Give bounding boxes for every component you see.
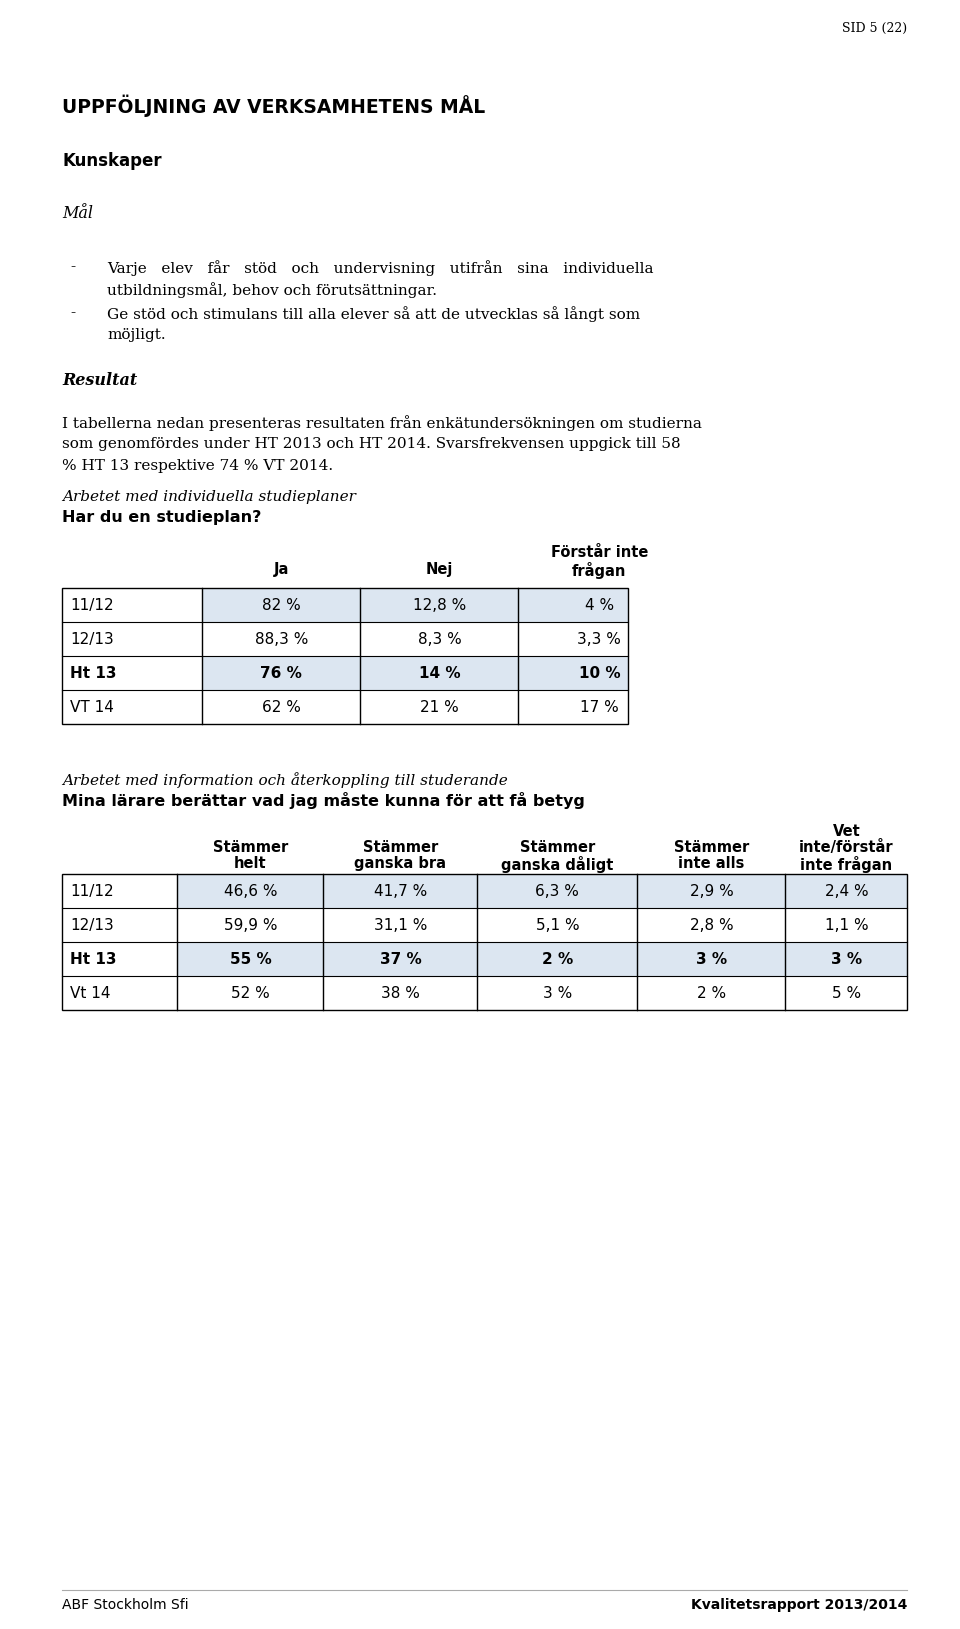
Text: 12/13: 12/13: [70, 917, 114, 932]
Text: 82 %: 82 %: [262, 598, 300, 613]
Bar: [62, 875, 907, 1010]
Text: 6,3 %: 6,3 %: [536, 883, 579, 899]
Text: 55 %: 55 %: [229, 951, 272, 966]
Text: 21 %: 21 %: [420, 699, 459, 715]
Text: 76 %: 76 %: [260, 666, 302, 681]
Text: 52 %: 52 %: [231, 986, 270, 1000]
Text: 12/13: 12/13: [70, 632, 114, 647]
Text: inte alls: inte alls: [678, 855, 745, 872]
Text: inte/förstår: inte/förstår: [799, 841, 894, 855]
Text: 62 %: 62 %: [262, 699, 300, 715]
Text: Kvalitetsrapport 2013/2014: Kvalitetsrapport 2013/2014: [691, 1598, 907, 1613]
Text: I tabellerna nedan presenteras resultaten från enkätundersökningen om studierna: I tabellerna nedan presenteras resultate…: [62, 415, 703, 432]
Text: 3 %: 3 %: [696, 951, 727, 966]
Text: 12,8 %: 12,8 %: [413, 598, 466, 613]
Bar: [203, 588, 628, 622]
Text: Ge stöd och stimulans till alla elever så att de utvecklas så långt som: Ge stöd och stimulans till alla elever s…: [108, 306, 640, 323]
Text: 2 %: 2 %: [697, 986, 726, 1000]
Text: Stämmer: Stämmer: [363, 841, 438, 855]
Text: 11/12: 11/12: [70, 598, 114, 613]
Text: 1,1 %: 1,1 %: [825, 917, 868, 932]
Text: möjligt.: möjligt.: [108, 327, 166, 342]
Text: som genomfördes under HT 2013 och HT 2014. Svarsfrekvensen uppgick till 58: som genomfördes under HT 2013 och HT 201…: [62, 437, 681, 451]
Text: Resultat: Resultat: [62, 371, 137, 389]
Text: VT 14: VT 14: [70, 699, 114, 715]
Bar: [178, 942, 907, 976]
Text: 3 %: 3 %: [830, 951, 862, 966]
Bar: [203, 656, 628, 691]
Text: 8,3 %: 8,3 %: [418, 632, 461, 647]
Text: 17 %: 17 %: [580, 699, 619, 715]
Text: Kunskaper: Kunskaper: [62, 151, 162, 169]
Text: 3 %: 3 %: [542, 986, 572, 1000]
Text: Mål: Mål: [62, 205, 93, 222]
Text: 3,3 %: 3,3 %: [578, 632, 621, 647]
Text: Vet: Vet: [832, 824, 860, 839]
Text: Arbetet med information och återkoppling till studerande: Arbetet med information och återkoppling…: [62, 772, 508, 788]
Text: Ja: Ja: [274, 562, 289, 577]
Text: Stämmer: Stämmer: [213, 841, 288, 855]
Text: 46,6 %: 46,6 %: [224, 883, 277, 899]
Text: Ht 13: Ht 13: [70, 666, 117, 681]
Text: 37 %: 37 %: [379, 951, 421, 966]
Text: inte frågan: inte frågan: [801, 855, 893, 873]
Text: % HT 13 respektive 74 % VT 2014.: % HT 13 respektive 74 % VT 2014.: [62, 459, 333, 472]
Text: utbildningsmål, behov och förutsättningar.: utbildningsmål, behov och förutsättninga…: [108, 282, 438, 298]
Text: ABF Stockholm Sfi: ABF Stockholm Sfi: [62, 1598, 189, 1613]
Text: 59,9 %: 59,9 %: [224, 917, 277, 932]
Text: 41,7 %: 41,7 %: [373, 883, 427, 899]
Text: frågan: frågan: [572, 562, 627, 578]
Text: 38 %: 38 %: [381, 986, 420, 1000]
Text: Nej: Nej: [425, 562, 453, 577]
Text: Stämmer: Stämmer: [519, 841, 595, 855]
Text: ganska bra: ganska bra: [354, 855, 446, 872]
Text: Stämmer: Stämmer: [674, 841, 749, 855]
Text: Har du en studieplan?: Har du en studieplan?: [62, 510, 262, 525]
Text: Varje   elev   får   stöd   och   undervisning   utifrån   sina   individuella: Varje elev får stöd och undervisning uti…: [108, 261, 654, 275]
Text: 31,1 %: 31,1 %: [373, 917, 427, 932]
Text: helt: helt: [234, 855, 267, 872]
Text: UPPFÖLJNING AV VERKSAMHETENS MÅL: UPPFÖLJNING AV VERKSAMHETENS MÅL: [62, 94, 486, 117]
Text: 11/12: 11/12: [70, 883, 114, 899]
Text: 2 %: 2 %: [541, 951, 573, 966]
Text: 2,4 %: 2,4 %: [825, 883, 868, 899]
Text: Arbetet med individuella studieplaner: Arbetet med individuella studieplaner: [62, 490, 356, 503]
Text: ganska dåligt: ganska dåligt: [501, 855, 613, 873]
Bar: [62, 588, 628, 723]
Bar: [178, 875, 907, 907]
Text: -: -: [70, 306, 76, 319]
Text: Ht 13: Ht 13: [70, 951, 117, 966]
Text: 2,9 %: 2,9 %: [689, 883, 733, 899]
Text: SID 5 (22): SID 5 (22): [842, 23, 907, 34]
Text: Vt 14: Vt 14: [70, 986, 111, 1000]
Text: 5 %: 5 %: [831, 986, 861, 1000]
Text: Mina lärare berättar vad jag måste kunna för att få betyg: Mina lärare berättar vad jag måste kunna…: [62, 792, 586, 810]
Text: 10 %: 10 %: [579, 666, 620, 681]
Text: 2,8 %: 2,8 %: [689, 917, 733, 932]
Text: Förstår inte: Förstår inte: [551, 546, 648, 560]
Text: 4 %: 4 %: [585, 598, 614, 613]
Text: 5,1 %: 5,1 %: [536, 917, 579, 932]
Text: 14 %: 14 %: [419, 666, 460, 681]
Text: -: -: [70, 261, 76, 274]
Text: 88,3 %: 88,3 %: [254, 632, 308, 647]
